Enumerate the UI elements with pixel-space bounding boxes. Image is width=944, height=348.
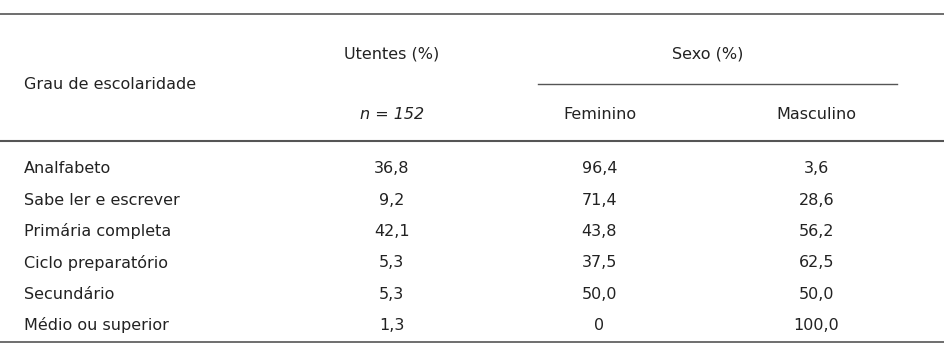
Text: 0: 0 (595, 318, 604, 333)
Text: 5,3: 5,3 (379, 286, 404, 302)
Text: Primária completa: Primária completa (24, 223, 171, 239)
Text: 43,8: 43,8 (582, 224, 617, 239)
Text: 5,3: 5,3 (379, 255, 404, 270)
Text: 71,4: 71,4 (582, 192, 617, 208)
Text: 62,5: 62,5 (799, 255, 834, 270)
Text: Sabe ler e escrever: Sabe ler e escrever (24, 192, 179, 208)
Text: Feminino: Feminino (563, 107, 636, 122)
Text: 28,6: 28,6 (799, 192, 834, 208)
Text: Sexo (%): Sexo (%) (672, 46, 744, 62)
Text: Secundário: Secundário (24, 286, 114, 302)
Text: Grau de escolaridade: Grau de escolaridade (24, 77, 195, 92)
Text: 42,1: 42,1 (374, 224, 410, 239)
Text: 96,4: 96,4 (582, 161, 617, 176)
Text: 56,2: 56,2 (799, 224, 834, 239)
Text: 50,0: 50,0 (799, 286, 834, 302)
Text: 50,0: 50,0 (582, 286, 617, 302)
Text: 37,5: 37,5 (582, 255, 617, 270)
Text: 3,6: 3,6 (804, 161, 829, 176)
Text: 9,2: 9,2 (379, 192, 404, 208)
Text: 36,8: 36,8 (374, 161, 410, 176)
Text: Médio ou superior: Médio ou superior (24, 317, 168, 333)
Text: Utentes (%): Utentes (%) (345, 46, 439, 62)
Text: Ciclo preparatório: Ciclo preparatório (24, 255, 168, 271)
Text: Analfabeto: Analfabeto (24, 161, 110, 176)
Text: 1,3: 1,3 (379, 318, 404, 333)
Text: Masculino: Masculino (777, 107, 856, 122)
Text: 100,0: 100,0 (794, 318, 839, 333)
Text: n = 152: n = 152 (360, 107, 424, 122)
